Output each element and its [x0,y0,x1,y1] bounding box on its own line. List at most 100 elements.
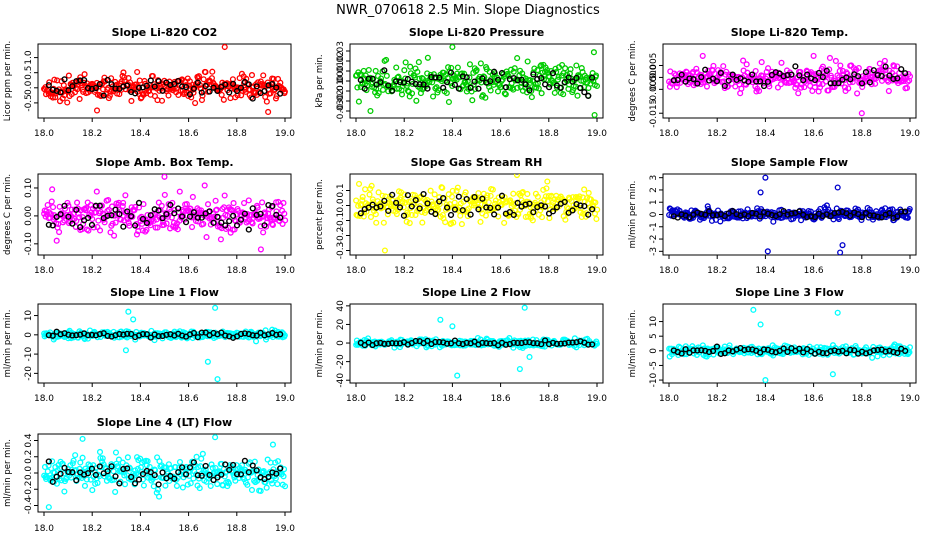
data-point [469,97,476,104]
y-axis-label: ml/min per min. [3,439,13,507]
data-point [176,188,183,195]
data-point [567,66,574,73]
data-point-highlight [886,210,893,217]
data-point-highlight [479,75,486,82]
data-point-highlight [886,72,893,79]
data-point-highlight [745,346,752,353]
data-point-highlight [436,74,443,81]
data-point [408,211,415,219]
data-point-highlight [847,76,854,83]
data-point [218,460,225,468]
data-point-highlight [506,208,513,216]
data-point [187,480,194,487]
y-tick-label: -0.015 [649,99,659,128]
data-point [77,459,84,466]
data-point-highlight [389,340,396,347]
data-point [756,87,763,95]
data-point [214,376,221,383]
data-point-highlight [475,85,482,92]
data-point [134,454,141,461]
data-point [111,232,118,239]
data-point [144,458,151,465]
x-tick-label: 18.0 [346,129,366,139]
y-tick-label: 0 [24,332,34,338]
data-point-highlight [479,339,486,346]
data-point [175,91,182,99]
data-point-highlight [792,63,799,70]
data-point-highlight [522,201,529,208]
data-point [47,211,55,218]
data-point-highlight [84,470,92,477]
x-tick-label: 18.4 [442,129,462,139]
data-point-highlight [273,470,280,477]
data-point [99,455,106,462]
data-point-highlight [788,210,795,217]
x-tick-label: 18.0 [346,266,366,276]
y-axis-label: ml/min per min. [628,181,638,249]
data-point-highlight [502,84,510,91]
data-point-highlight [498,192,506,199]
data-point-highlight [253,83,260,90]
data-point [738,85,745,92]
data-point-highlight [237,216,245,223]
data-point-highlight [393,340,400,347]
data-point [750,306,757,313]
data-point-highlight [206,88,213,95]
data-point-highlight [483,204,490,211]
data-point-highlight [498,69,506,77]
data-point [158,97,166,104]
x-tick-label: 18.4 [442,266,462,276]
data-point-highlight [135,84,143,92]
data-point-highlight [451,81,459,88]
y-tick-label: -0.2 [336,227,346,245]
data-point [85,227,92,234]
data-point [377,75,385,82]
data-point-highlight [194,472,201,479]
data-point [484,192,491,199]
data-point [183,201,190,208]
data-point-highlight [389,191,396,198]
data-point-highlight [396,78,404,86]
data-point-highlight [565,74,572,81]
data-point-highlight [151,83,158,90]
data-point-highlight [84,214,92,222]
data-point-highlight [73,477,80,484]
data-point [199,450,206,457]
data-point [516,206,524,213]
data-point [94,479,101,486]
data-point-highlight [190,459,198,466]
data-point-highlight [542,203,549,210]
data-point [449,44,456,51]
data-point [218,91,225,98]
data-point [869,354,876,361]
data-point-highlight [569,78,576,85]
x-tick-label: 19.0 [900,394,920,404]
data-point [77,74,84,81]
data-point-highlight [898,66,905,73]
x-tick-label: 18.2 [707,394,727,404]
x-tick-label: 18.2 [82,394,102,404]
data-point-highlight [678,71,685,78]
data-point-highlight [214,87,221,94]
data-point [443,89,450,97]
data-point [61,217,68,224]
data-point [44,468,51,475]
data-point [97,93,104,100]
data-point-highlight [686,214,693,221]
data-point [49,186,56,193]
data-point-highlight [88,331,96,338]
x-tick-label: 18.6 [179,394,199,404]
data-point-highlight [823,67,830,74]
data-point [450,219,457,226]
data-point-highlight [471,78,478,85]
data-point [454,184,461,191]
data-point [65,202,72,209]
data-point-highlight [104,332,111,340]
data-point-highlight [143,219,150,227]
data-point [184,481,191,488]
data-point [367,213,375,221]
data-point [792,84,799,91]
data-point [466,61,473,68]
data-point [762,174,769,181]
